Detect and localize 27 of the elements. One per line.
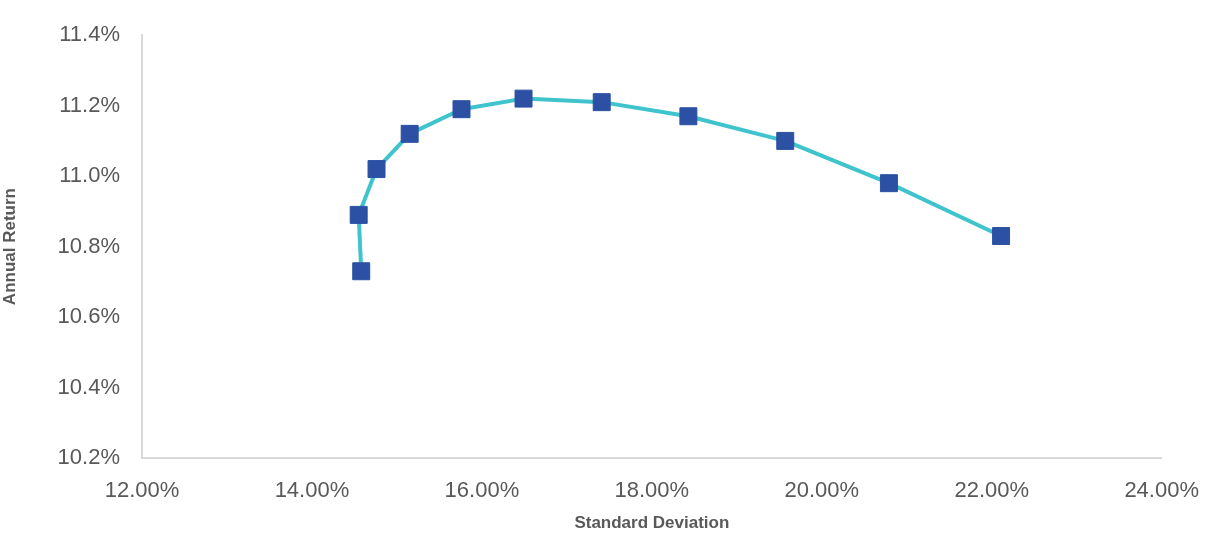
x-tick-label: 14.00% [274, 477, 350, 503]
y-tick-label: 10.2% [57, 444, 120, 470]
x-tick-label: 20.00% [784, 477, 860, 503]
y-tick-label: 10.4% [57, 373, 120, 399]
point [349, 205, 368, 224]
point [679, 107, 698, 126]
y-tick-label: 11.0% [59, 162, 120, 188]
point [514, 89, 533, 108]
x-tick-label: 22.00% [954, 477, 1030, 503]
y-tick-label: 11.4% [59, 21, 120, 47]
point [592, 93, 611, 112]
point [879, 174, 898, 193]
x-tick-label: 18.00% [614, 477, 690, 503]
x-tick-label: 16.00% [444, 477, 520, 503]
point [452, 100, 471, 119]
x-tick-label: 24.00% [1124, 477, 1199, 503]
point [992, 227, 1011, 246]
y-tick-label: 10.6% [57, 303, 120, 329]
y-tick-label: 10.8% [57, 232, 120, 258]
x-axis-title: Standard Deviation [574, 513, 730, 533]
point [400, 124, 419, 143]
point [776, 131, 795, 150]
x-tick-label: 12.00% [104, 477, 180, 503]
point [352, 262, 371, 281]
y-axis-title: Annual Return [0, 188, 19, 306]
point [367, 160, 386, 179]
y-tick-label: 11.2% [59, 91, 120, 117]
